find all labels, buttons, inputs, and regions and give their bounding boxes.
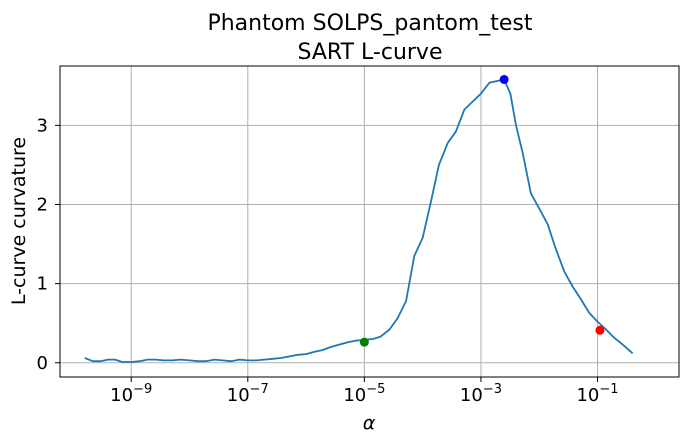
x-tick-label: 10−9 [110,382,152,406]
highlight-marker [359,337,369,347]
axes-frame [59,65,680,378]
chart-title-line-2: SART L-curve [298,40,443,65]
x-axis-label: α [363,412,376,434]
x-tick-label: 10−5 [343,382,385,406]
y-tick-label: 2 [37,194,48,215]
highlight-marker [499,74,509,84]
plot-area [84,74,634,363]
x-tick-label: 10−1 [576,382,618,406]
x-tick-label: 10−3 [460,382,502,406]
curvature-line [84,78,634,363]
highlight-marker [595,325,605,335]
y-tick-label: 0 [37,353,48,374]
y-tick-label: 3 [37,115,48,136]
chart-title-line-1: Phantom SOLPS_pantom_test [207,11,532,36]
axis-ticks: 10−9 10−7 10−5 10−3 10−1 0 1 2 3 [37,115,619,406]
y-axis-label: L-curve curvature [8,137,30,305]
x-tick-label: 10−7 [227,382,269,406]
y-tick-label: 1 [37,274,48,295]
grid-lines [60,66,679,377]
